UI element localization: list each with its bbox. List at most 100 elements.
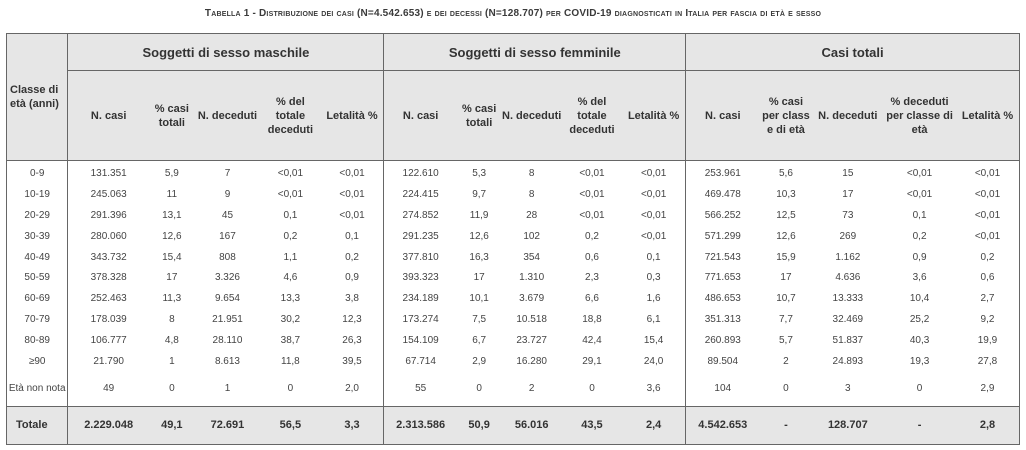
table-cell: <0,01	[640, 188, 667, 200]
age-class-cell: ≥90	[5, 351, 68, 372]
table-cell: 1,1	[283, 251, 298, 263]
table-cell: 38,7	[280, 335, 301, 347]
covid-distribution-table: Classe di età (anni) Soggetti di sesso m…	[5, 33, 1020, 445]
table-cell: 6,1	[646, 314, 661, 326]
table-cell: 6,7	[472, 335, 487, 347]
age-class-cell: 70-79	[5, 309, 68, 331]
table-cell: 106.777	[67, 330, 149, 352]
table-cell: <0,01	[339, 188, 365, 200]
table-cell: 0	[783, 383, 789, 395]
table-cell: 5,9	[164, 167, 179, 179]
table-cell: 12,6	[469, 230, 489, 242]
table-cell: 0,1	[283, 209, 298, 221]
table-cell: 354	[523, 251, 540, 263]
age-class-cell: 60-69	[5, 288, 68, 310]
table-cell: 2,0	[345, 383, 359, 395]
col-header: % deceduti per classe di età	[883, 70, 956, 161]
table-cell: 10,3	[776, 188, 796, 200]
table-cell: <0,01	[339, 167, 365, 179]
table-cell: 10,4	[909, 293, 930, 305]
table-cell: 17	[780, 272, 792, 284]
table-cell: 0,2	[283, 230, 298, 242]
table-cell: 0,2	[585, 230, 599, 242]
age-class-cell: 30-39	[5, 225, 68, 247]
table-cell: 280.060	[67, 225, 149, 247]
table-cell: 0,9	[345, 272, 359, 284]
table-cell: 8	[528, 167, 535, 179]
table-cell: 131.351	[67, 160, 149, 184]
table-row: 20-29 291.396 13,1 45 0,1 <0,01 274.852 11,9 28 <…	[5, 204, 1020, 226]
table-cell: 12,6	[776, 230, 796, 242]
table-cell: 291.396	[67, 204, 149, 226]
table-cell: 12,6	[162, 230, 182, 242]
age-class-cell: 0-9	[5, 160, 68, 184]
age-class-cell: 10-19	[5, 183, 68, 205]
group-header-row: Classe di età (anni) Soggetti di sesso m…	[5, 33, 1020, 161]
table-cell: 25,2	[909, 314, 930, 326]
table-cell: 10,1	[469, 293, 489, 305]
table-row: Età non nota 49 0 1 0 2,0 55 0 2 0 3,6 104 0 3 0 2,9	[5, 371, 1020, 407]
table-cell: 0,3	[646, 272, 661, 284]
total-section: Totale 2.229.048 49,1 72.691 56,5 3,3 2.…	[5, 405, 1020, 445]
total-cell: -	[759, 405, 813, 445]
table-cell: <0,01	[640, 230, 667, 242]
table-cell: 55	[383, 371, 457, 407]
table-cell: 7,5	[472, 314, 487, 326]
table-cell: 7,7	[779, 314, 793, 326]
table-cell: 7	[224, 167, 231, 179]
table-cell: 245.063	[67, 183, 149, 205]
table-cell: <0,01	[277, 188, 304, 200]
table-cell: 0	[589, 383, 595, 395]
table-cell: 6,6	[585, 293, 599, 305]
table-cell: 0,2	[345, 251, 359, 263]
age-class-cell: 40-49	[5, 246, 68, 268]
table-cell: 11	[166, 188, 178, 200]
age-class-cell: 80-89	[5, 330, 68, 352]
total-cell: 43,5	[561, 405, 623, 445]
table-cell: 808	[219, 251, 236, 263]
table-row: 60-69 252.463 11,3 9.654 13,3 3,8 234.189 10,1 3…	[5, 288, 1020, 310]
total-row: Totale 2.229.048 49,1 72.691 56,5 3,3 2.…	[5, 405, 1020, 445]
table-cell: <0,01	[579, 188, 605, 200]
table-cell: 2,7	[955, 288, 1020, 310]
table-cell: 0,1	[912, 209, 927, 221]
table-row: 10-19 245.063 11 9 <0,01 <0,01 224.415 9,7 8 <0,0…	[5, 183, 1020, 205]
table-cell: 377.810	[383, 246, 457, 268]
table-cell: 167	[219, 230, 236, 242]
table-cell: <0,01	[579, 167, 605, 179]
table-row: 80-89 106.777 4,8 28.110 38,7 26,3 154.109 6,7 2…	[5, 330, 1020, 352]
table-cell: 0,6	[585, 251, 599, 263]
col-header: Letalità %	[622, 70, 686, 161]
table-cell: 771.653	[685, 267, 760, 289]
table-cell: 378.328	[67, 267, 149, 289]
table-cell: 24.893	[832, 355, 864, 367]
table-cell: 19,3	[909, 355, 930, 367]
table-cell: <0,01	[955, 160, 1020, 184]
col-header: N. casi	[67, 70, 149, 161]
table-cell: 469.478	[685, 183, 760, 205]
table-cell: 13,3	[280, 293, 301, 305]
table-cell: <0,01	[640, 167, 667, 179]
total-cell: 4.542.653	[685, 405, 760, 445]
table-cell: 0,6	[955, 267, 1020, 289]
table-cell: 0	[476, 383, 482, 395]
table-cell: 73	[842, 209, 854, 221]
table-cell: 269	[839, 230, 857, 242]
table-cell: 32.469	[832, 314, 864, 326]
table-cell: 393.323	[383, 267, 457, 289]
table-cell: 16,3	[469, 251, 489, 263]
group-header-maschile: Soggetti di sesso maschile	[67, 33, 384, 71]
table-cell: 21.951	[212, 314, 243, 326]
age-class-cell: 20-29	[5, 204, 68, 226]
table-cell: 486.653	[685, 288, 760, 310]
col-header: % casi totali	[148, 70, 195, 161]
table-cell: 9	[224, 188, 231, 200]
table-cell: 566.252	[685, 204, 760, 226]
table-cell: <0,01	[906, 167, 933, 179]
table-cell: 4,8	[164, 335, 179, 347]
table-cell: 11,8	[281, 355, 300, 367]
table-cell: 234.189	[383, 288, 457, 310]
table-row: 0-9 131.351 5,9 7 <0,01 <0,01 122.610 5,3 8 <0,01…	[5, 160, 1020, 184]
table-cell: 8	[169, 314, 175, 326]
table-cell: 721.543	[685, 246, 760, 268]
